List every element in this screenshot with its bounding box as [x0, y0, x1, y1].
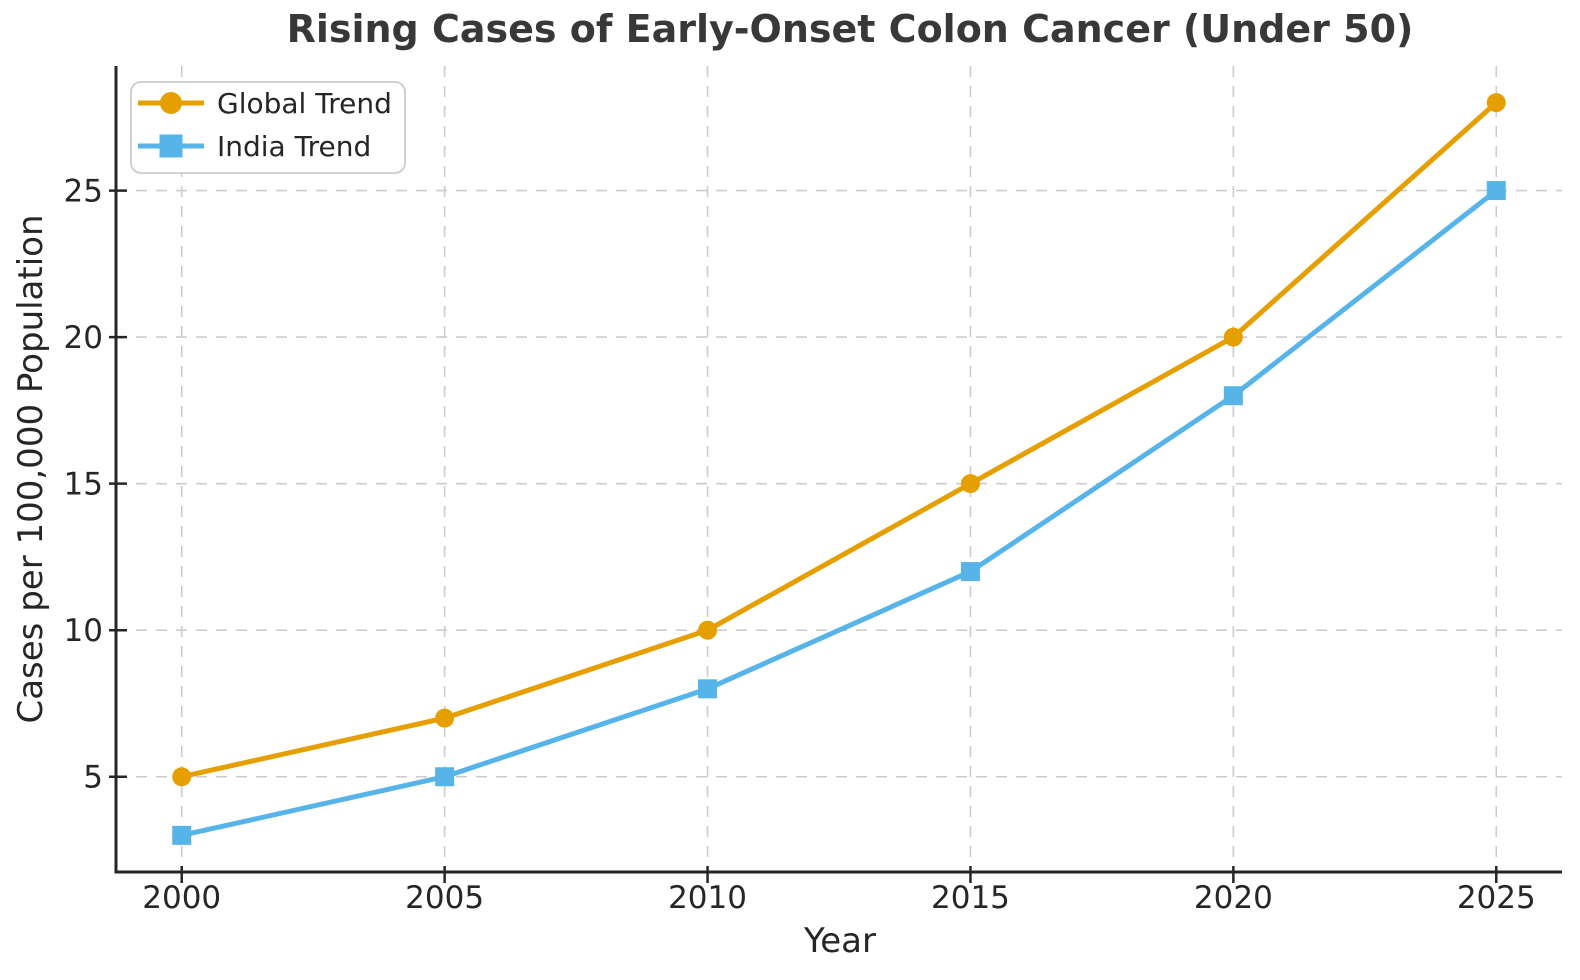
x-tick-label: 2015 — [931, 880, 1010, 916]
data-point-circle — [1223, 327, 1243, 347]
x-tick-label: 2010 — [668, 880, 747, 916]
y-tick-label: 20 — [64, 320, 103, 356]
legend-marker-square — [159, 134, 183, 158]
legend-entries: Global Trend India Trend — [138, 87, 392, 163]
data-point-square — [960, 562, 980, 582]
chart-title: Rising Cases of Early-Onset Colon Cancer… — [287, 7, 1414, 51]
x-tick-label: 2000 — [142, 880, 221, 916]
series-line-global-trend — [179, 100, 1499, 780]
x-tick-label: 2005 — [405, 880, 484, 916]
x-axis-label: Year — [803, 921, 876, 961]
y-tick-label: 15 — [64, 467, 103, 503]
legend-label: India Trend — [217, 130, 371, 163]
y-tick-label: 10 — [64, 613, 103, 649]
data-point-circle — [435, 708, 455, 728]
data-point-circle — [960, 474, 980, 494]
x-tick-label: 2025 — [1457, 880, 1536, 916]
x-tick-label: 2020 — [1194, 880, 1273, 916]
data-point-square — [172, 825, 192, 845]
grid-lines — [116, 66, 1562, 872]
y-tick-label: 25 — [64, 174, 103, 210]
axis-spines — [114, 66, 1562, 874]
data-point-square — [698, 679, 718, 699]
y-tick-label: 5 — [83, 760, 103, 796]
data-point-circle — [172, 767, 192, 787]
data-series — [172, 93, 1506, 845]
legend: Global Trend India Trend — [130, 81, 406, 174]
axis-ticks — [109, 189, 1498, 883]
y-axis-label: Cases per 100,000 Population — [11, 214, 51, 723]
legend-label: Global Trend — [217, 87, 392, 120]
legend-marker-circle — [160, 92, 182, 114]
data-point-square — [1223, 386, 1243, 406]
data-point-square — [1486, 181, 1506, 201]
data-point-circle — [698, 620, 718, 640]
data-point-circle — [1486, 93, 1506, 113]
series-line-india-trend — [179, 188, 1499, 838]
data-point-square — [435, 767, 455, 787]
